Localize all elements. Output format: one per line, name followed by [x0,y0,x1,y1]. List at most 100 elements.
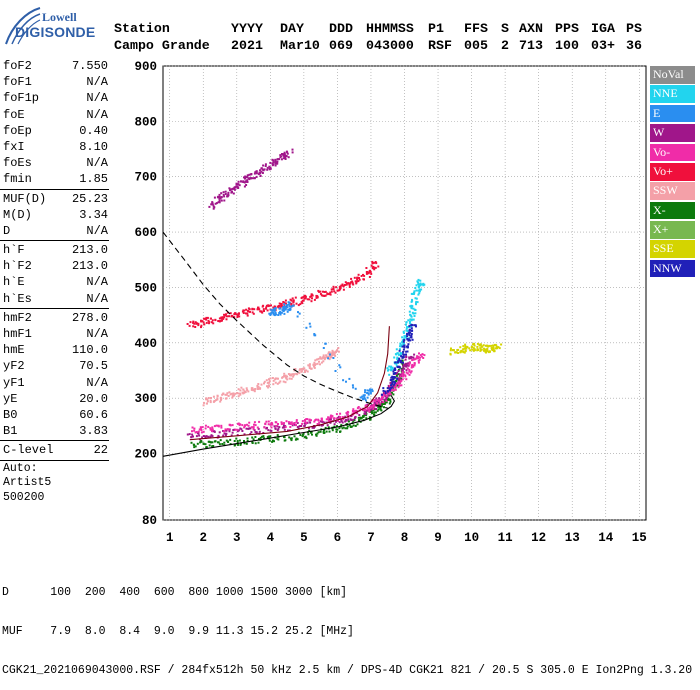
echo-point [201,436,204,439]
echo-point [272,161,275,164]
echo-point [242,312,245,314]
echo-point [340,420,343,423]
y-tick-label: 400 [134,337,157,351]
echo-point [317,357,320,360]
echo-point [299,303,302,306]
echo-point [449,349,452,352]
echo-point [199,441,202,444]
echo-point [303,369,306,372]
echo-point [208,444,211,447]
echo-point [373,414,376,417]
echo-point [222,316,225,319]
echo-point [204,318,207,320]
echo-point [266,426,268,429]
echo-point [385,399,388,402]
echo-point [294,296,297,299]
echo-point [251,177,254,180]
echo-point [314,363,317,366]
echo-point [218,199,221,202]
echo-point [227,194,229,197]
echo-point [409,336,412,339]
echo-point [223,195,226,198]
echo-point [202,430,205,433]
echo-point [357,416,360,419]
echo-point [376,409,379,412]
echo-point [313,361,316,364]
echo-point [243,185,246,188]
echo-point [241,424,244,427]
echo-point [200,431,203,434]
param-value: 70.5 [79,359,108,374]
echo-point [417,289,420,292]
echo-point [310,293,313,296]
echo-point [315,358,318,361]
echo-point [459,346,462,349]
echo-point [255,431,258,434]
echo-point [405,365,408,368]
echo-point [236,428,239,431]
echo-point [224,193,227,195]
echo-point [257,306,260,309]
echo-point [283,312,286,315]
echo-point [466,346,469,348]
echo-point [273,305,276,308]
legend-item: W [650,124,695,142]
echo-point [379,402,382,405]
echo-point [309,325,312,328]
echo-point [297,304,300,307]
echo-point [372,407,375,410]
echo-point [488,344,491,347]
echo-point [370,264,373,267]
echo-point [325,418,328,421]
echo-point [346,425,349,428]
echo-point [247,390,250,393]
x-tick-label: 7 [367,531,375,545]
echo-point [487,345,490,348]
echo-point [372,403,375,406]
echo-point [260,170,263,173]
echo-point [304,435,307,438]
echo-point [308,322,311,325]
echo-point [293,422,296,424]
echo-point [272,306,275,309]
param-name: fmin [3,172,32,187]
echo-point [416,301,419,304]
echo-point [246,437,249,440]
echo-point [327,357,330,360]
param-name: foF2 [3,59,32,73]
echo-point [269,167,272,170]
echo-point [483,347,485,350]
echo-point [350,414,353,417]
echo-point [407,346,409,349]
echo-point [328,358,331,361]
echo-point [347,411,350,414]
echo-point [360,416,363,419]
echo-point [356,407,359,410]
echo-point [237,392,240,395]
echo-point [261,311,264,314]
echo-point [233,188,236,191]
param-row: foF2 7.550 [0,58,112,74]
echo-point [399,345,401,348]
echo-point [304,420,307,423]
divider [0,459,109,461]
param-name: h`E [3,275,25,290]
echo-point [310,419,312,422]
echo-point [333,290,336,293]
echo-point [380,398,383,401]
echo-point [246,179,249,182]
echo-point [402,355,405,358]
echo-point [256,384,259,387]
echo-point [236,434,239,437]
echo-point [223,313,225,316]
echo-point [194,445,197,448]
echo-point [410,315,413,318]
echo-point [222,434,225,437]
echo-point [204,427,207,430]
echo-point [329,420,332,422]
echo-point [449,353,452,356]
echo-point [340,424,343,427]
echo-point [329,418,332,421]
echo-point [396,366,399,368]
